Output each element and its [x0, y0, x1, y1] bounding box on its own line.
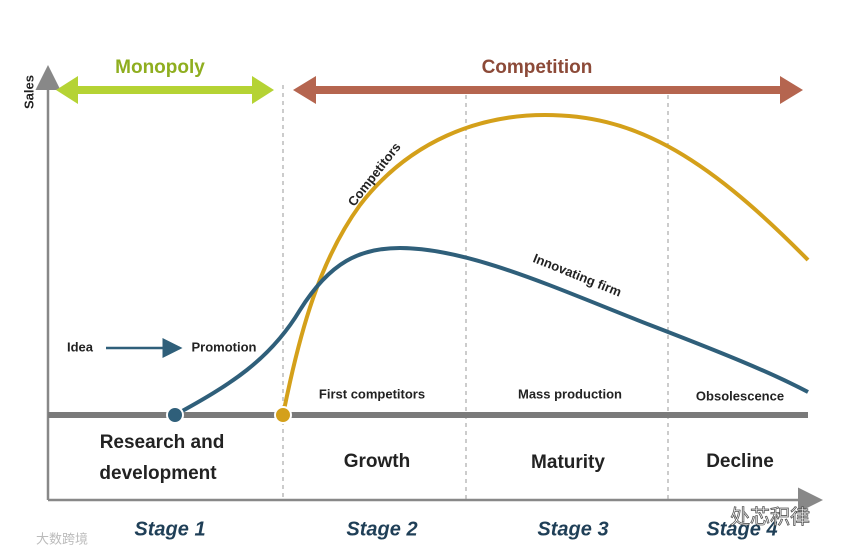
stage-label: Stage 1 [134, 518, 205, 540]
watermark: 大数跨境 [36, 531, 88, 546]
watermark: 处芯积律 [730, 505, 810, 528]
competitors-label: Competitors [345, 140, 404, 210]
idea-label: Idea [67, 339, 94, 354]
dividers [282, 85, 669, 500]
phase-label: Research and [100, 432, 225, 453]
promotion-label: Promotion [192, 339, 257, 354]
innovator-curve [174, 245, 809, 417]
phase-label: Growth [344, 451, 411, 472]
monopoly-arrow [56, 76, 274, 104]
competitor-start [274, 406, 292, 424]
competition-arrow [293, 76, 803, 104]
note: Mass production [518, 386, 622, 401]
competitors-curve [281, 112, 810, 416]
phase-label: development [99, 463, 217, 484]
stage-label: Stage 2 [346, 518, 417, 540]
innovator-start [166, 406, 184, 424]
phase-label: Decline [706, 451, 774, 472]
innovating-label: Innovating firm [531, 250, 624, 299]
note: First competitors [319, 386, 425, 401]
y-label: Sales [21, 75, 36, 109]
competition-label: Competition [482, 57, 593, 78]
note: Obsolescence [696, 388, 784, 403]
stage-label: Stage 3 [537, 518, 608, 540]
monopoly-label: Monopoly [115, 57, 205, 78]
stage-label: Stage 4 [706, 518, 777, 540]
phase-label: Maturity [531, 452, 605, 473]
